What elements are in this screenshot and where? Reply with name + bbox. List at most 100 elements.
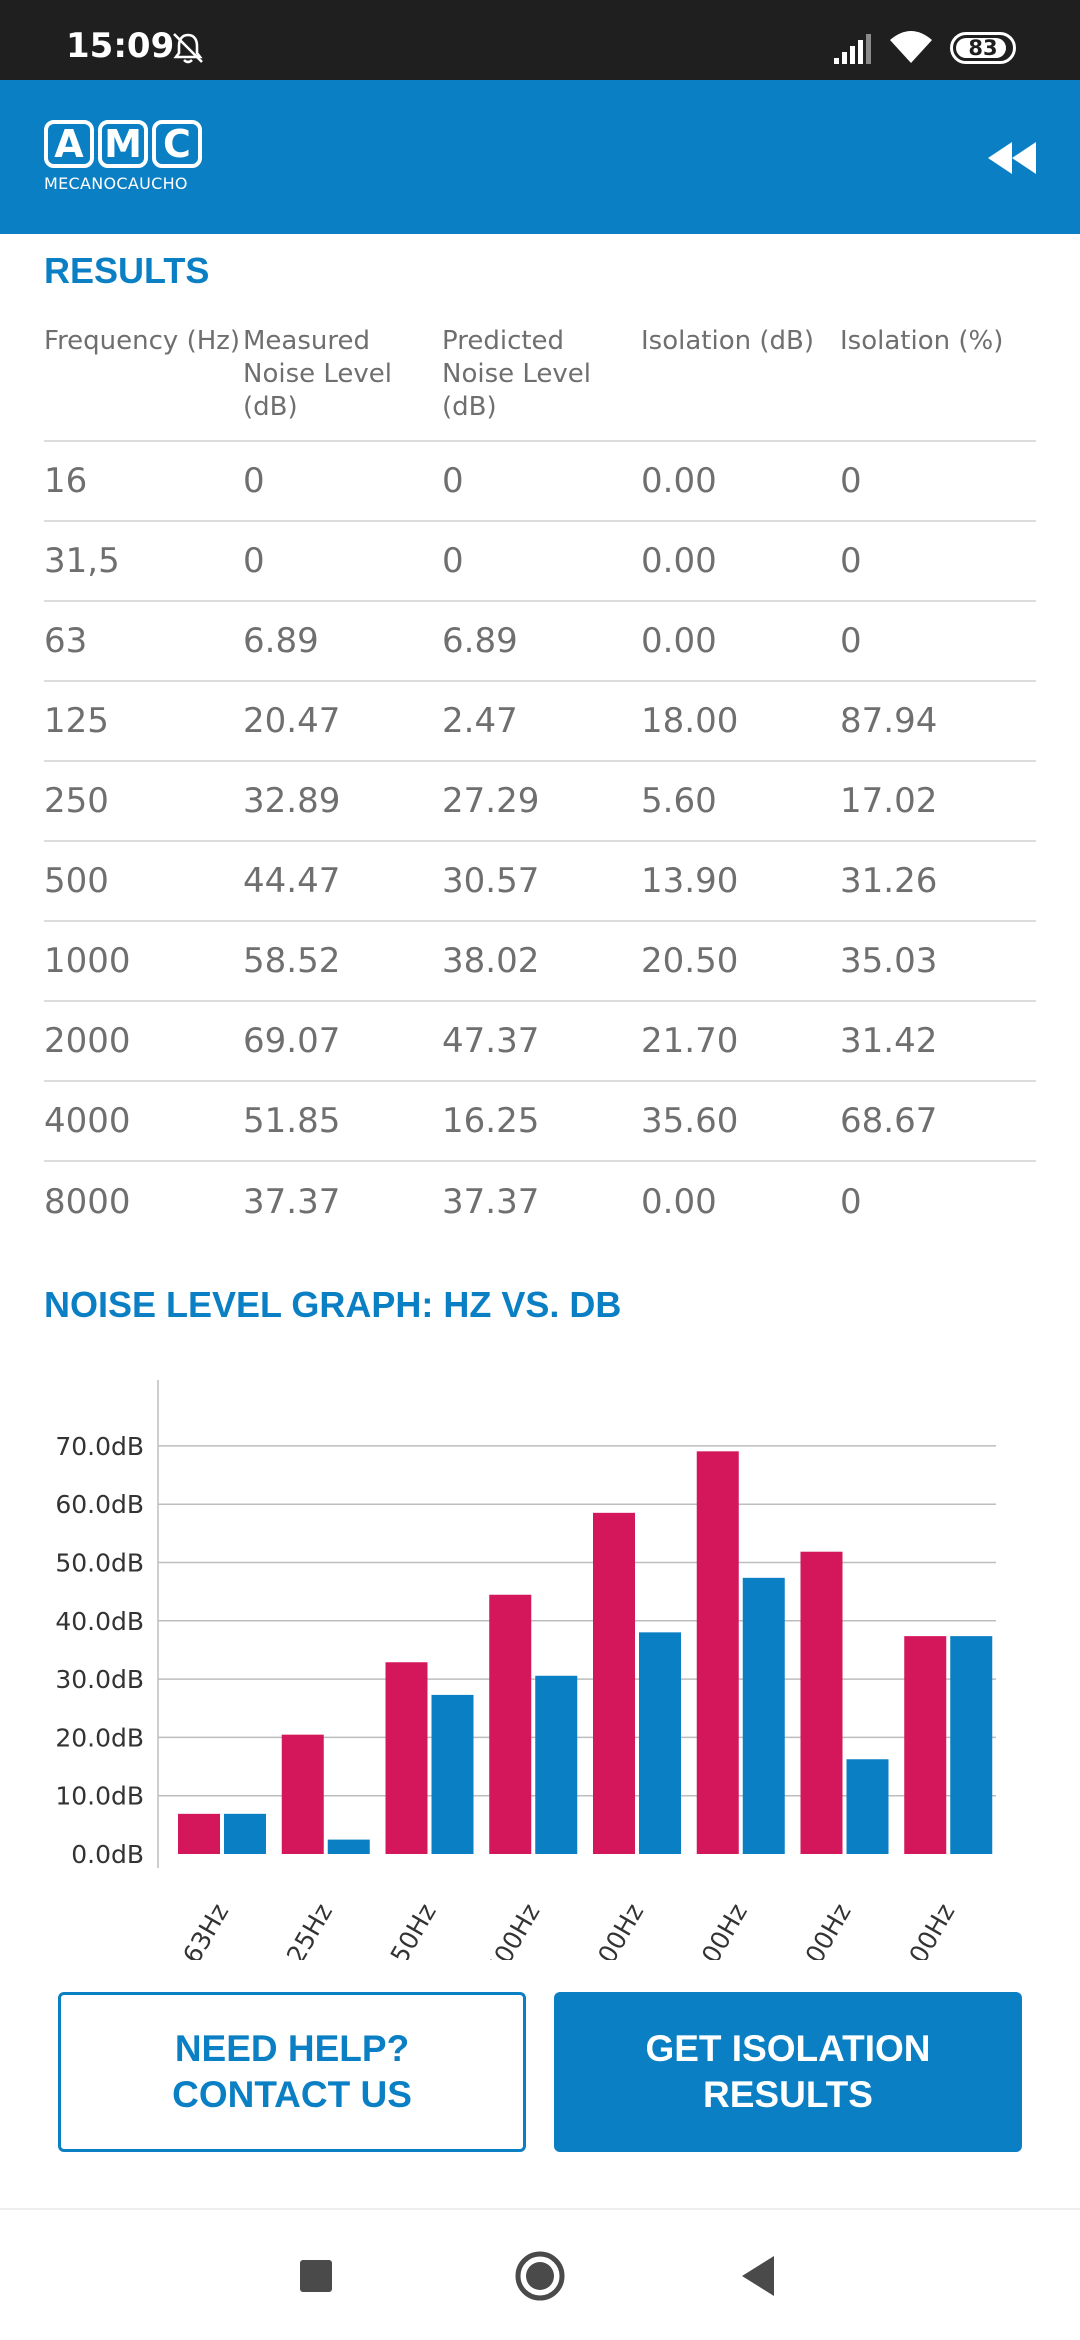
app-header: A M C MECANOCAUCHO <box>0 80 1080 234</box>
table-cell: 0.00 <box>641 600 840 681</box>
nav-divider <box>0 2208 1080 2210</box>
table-cell: 16.25 <box>442 1080 641 1161</box>
table-cell: 16 <box>44 440 243 521</box>
bar <box>431 1694 474 1854</box>
table-cell: 37.37 <box>243 1160 442 1241</box>
table-cell: 20.50 <box>641 920 840 1001</box>
contact-us-label-line1: NEED HELP? <box>174 2028 410 2069</box>
table-cell: 20.47 <box>243 680 442 761</box>
table-cell: 18.00 <box>641 680 840 761</box>
x-tick-label: 8000Hz <box>888 1899 961 1960</box>
table-cell: 32.89 <box>243 760 442 841</box>
rewind-icon[interactable] <box>984 136 1040 180</box>
amc-logo: A M C MECANOCAUCHO <box>44 120 206 194</box>
table-cell: 63 <box>44 600 243 681</box>
table-cell: 0 <box>840 440 1036 521</box>
table-cell: 0 <box>840 520 1036 601</box>
table-cell: 87.94 <box>840 680 1036 761</box>
bar <box>535 1675 578 1854</box>
table-row: 31,5 0 0 0.00 0 <box>44 520 1036 601</box>
table-cell: 31,5 <box>44 520 243 601</box>
table-row: 2000 69.07 47.37 21.70 31.42 <box>44 1000 1036 1081</box>
get-isolation-results-button[interactable]: GET ISOLATION RESULTS <box>554 1992 1022 2152</box>
table-cell: 0 <box>243 440 442 521</box>
contact-us-button[interactable]: NEED HELP? CONTACT US <box>58 1992 526 2152</box>
home-icon[interactable] <box>508 2244 572 2308</box>
table-cell: 17.02 <box>840 760 1036 841</box>
table-row: 8000 37.37 37.37 0.00 0 <box>44 1160 1036 1241</box>
y-tick-label: 0.0dB <box>71 1840 144 1869</box>
bar <box>327 1839 370 1854</box>
table-cell: 31.42 <box>840 1000 1036 1081</box>
table-cell: 5.60 <box>641 760 840 841</box>
table-cell: 250 <box>44 760 243 841</box>
table-cell: 44.47 <box>243 840 442 921</box>
bar <box>950 1636 993 1854</box>
table-cell: 2.47 <box>442 680 641 761</box>
bar <box>489 1594 532 1854</box>
y-tick-label: 30.0dB <box>55 1665 144 1694</box>
table-cell: 21.70 <box>641 1000 840 1081</box>
x-tick-label: 250Hz <box>377 1899 442 1960</box>
table-cell: 2000 <box>44 1000 243 1081</box>
table-cell: 0 <box>840 600 1036 681</box>
table-cell: 125 <box>44 680 243 761</box>
table-cell: 6.89 <box>243 600 442 681</box>
column-header-measured: Measured Noise Level (dB) <box>243 326 393 422</box>
logo-letter: M <box>98 120 148 168</box>
y-tick-label: 10.0dB <box>55 1782 144 1811</box>
bar <box>696 1451 739 1854</box>
table-cell: 58.52 <box>243 920 442 1001</box>
table-cell: 0.00 <box>641 520 840 601</box>
x-tick-label: 125Hz <box>273 1899 338 1960</box>
table-cell: 0.00 <box>641 440 840 521</box>
logo-subtitle: MECANOCAUCHO <box>44 174 188 193</box>
bar <box>904 1636 947 1854</box>
table-cell: 0.00 <box>641 1160 840 1241</box>
table-cell: 37.37 <box>442 1160 641 1241</box>
bar <box>178 1813 220 1854</box>
table-cell: 0 <box>442 440 641 521</box>
recents-icon[interactable] <box>284 2244 348 2308</box>
table-cell: 38.02 <box>442 920 641 1001</box>
back-icon[interactable] <box>728 2244 792 2308</box>
column-header-predicted: Predicted Noise Level (dB) <box>442 326 592 422</box>
x-tick-label: 1000Hz <box>576 1899 649 1960</box>
table-cell: 0 <box>442 520 641 601</box>
results-table: Frequency (Hz) Measured Noise Level (dB) P… <box>44 322 1036 1241</box>
bar <box>281 1734 324 1854</box>
table-cell: 6.89 <box>442 600 641 681</box>
table-cell: 13.90 <box>641 840 840 921</box>
y-tick-label: 50.0dB <box>55 1549 144 1578</box>
column-header-isolation-pct: Isolation (%) <box>840 326 1004 356</box>
results-title: RESULTS <box>44 250 210 291</box>
bell-off-icon <box>173 33 203 64</box>
bar <box>593 1512 635 1854</box>
x-tick-label: 2000Hz <box>680 1899 753 1960</box>
table-row: 1000 58.52 38.02 20.50 35.03 <box>44 920 1036 1001</box>
x-tick-label: 500Hz <box>481 1899 546 1960</box>
y-tick-label: 70.0dB <box>55 1432 144 1461</box>
bar <box>385 1662 428 1854</box>
status-time: 15:09 <box>66 26 175 66</box>
table-cell: 4000 <box>44 1080 243 1161</box>
noise-level-chart: 0.0dB 10.0dB 20.0dB 30.0dB 40.0dB 50.0dB 60.0d… <box>55 1380 996 1960</box>
bar <box>639 1632 681 1854</box>
table-header-row: Frequency (Hz) Measured Noise Level (dB) P… <box>44 322 1036 441</box>
logo-letter: A <box>44 120 94 168</box>
table-cell: 35.03 <box>840 920 1036 1001</box>
system-nav-bar <box>0 2210 1080 2340</box>
y-tick-label: 60.0dB <box>55 1490 144 1519</box>
wifi-icon <box>890 31 932 63</box>
bar <box>742 1577 785 1854</box>
table-row: 125 20.47 2.47 18.00 87.94 <box>44 680 1036 761</box>
table-cell: 0 <box>243 520 442 601</box>
table-cell: 31.26 <box>840 840 1036 921</box>
table-row: 4000 51.85 16.25 35.60 68.67 <box>44 1080 1036 1161</box>
bar <box>846 1759 889 1854</box>
x-tick-label: 4000Hz <box>784 1899 857 1960</box>
table-cell: 27.29 <box>442 760 641 841</box>
table-cell: 0 <box>840 1160 1036 1241</box>
table-cell: 68.67 <box>840 1080 1036 1161</box>
bar <box>224 1813 266 1854</box>
